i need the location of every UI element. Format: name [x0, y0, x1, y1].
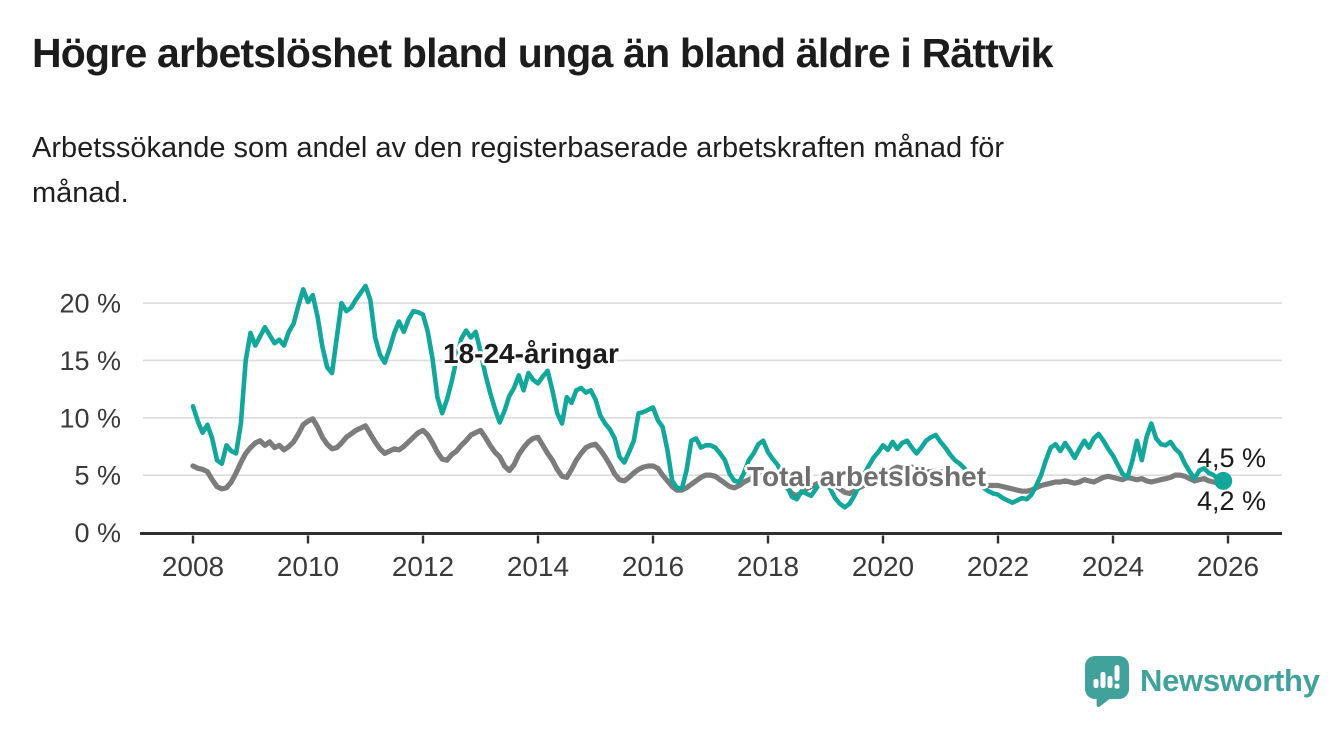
- series-end-dot: [1214, 471, 1233, 490]
- x-tick-label: 2010: [277, 551, 339, 582]
- y-tick-label: 15 %: [59, 346, 121, 376]
- x-tick-label: 2008: [162, 551, 224, 582]
- newsworthy-bubble-chart-icon: [1085, 656, 1129, 707]
- x-tick-label: 2018: [737, 551, 799, 582]
- y-axis-tick-labels: 0 % 5 % 10 % 15 % 20 %: [59, 289, 121, 548]
- x-tick-label: 2014: [507, 551, 569, 582]
- x-axis: [140, 532, 1282, 544]
- chart-series-lines: [190, 283, 1233, 510]
- x-tick-label: 2012: [392, 551, 454, 582]
- newsworthy-wordmark: Newsworthy: [1140, 663, 1320, 698]
- page-title: Högre arbetslöshet bland unga än bland ä…: [32, 30, 1054, 76]
- x-tick-label: 2016: [622, 551, 684, 582]
- y-tick-label: 5 %: [74, 461, 121, 491]
- series-label-youth: 18-24-åringar: [443, 338, 619, 369]
- total-line: [190, 416, 1226, 499]
- newsworthy-logo: Newsworthy: [1084, 655, 1320, 707]
- youth-line: [190, 283, 1226, 510]
- x-axis-tick-labels: 2008 2010 2012 2014 2016 2018 2020 2022 2024 2026: [162, 551, 1259, 582]
- chart-subtitle: Arbetssökande som andel av den registerb…: [32, 132, 1005, 209]
- x-tick-label: 2026: [1197, 551, 1259, 582]
- end-value-label-youth: 4,5 %: [1197, 443, 1267, 473]
- end-value-label-total: 4,2 %: [1197, 486, 1267, 516]
- y-tick-label: 20 %: [59, 289, 121, 319]
- x-tick-label: 2020: [852, 551, 914, 582]
- x-tick-label: 2022: [967, 551, 1029, 582]
- y-tick-label: 0 %: [74, 518, 121, 548]
- y-tick-label: 10 %: [59, 403, 121, 433]
- series-label-total: Total arbetslöshet: [747, 461, 987, 492]
- x-tick-label: 2024: [1082, 551, 1144, 582]
